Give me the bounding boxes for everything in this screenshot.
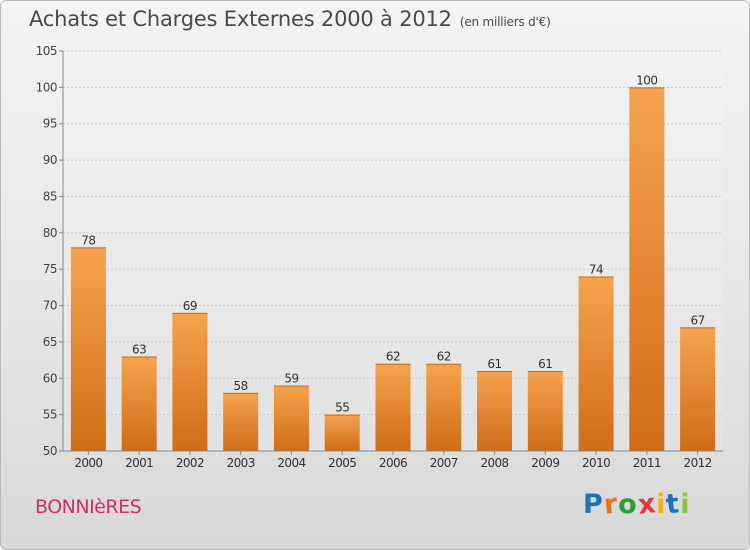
x-tick-label: 2004 bbox=[277, 456, 305, 470]
logo-letter: r bbox=[602, 488, 620, 521]
logo-letter: o bbox=[618, 489, 638, 520]
x-tick-label: 2000 bbox=[74, 456, 102, 470]
data-label: 67 bbox=[690, 313, 704, 327]
bar-2002 bbox=[172, 312, 208, 451]
bar-2005 bbox=[324, 414, 360, 451]
bar-2003 bbox=[223, 392, 259, 451]
y-tick-label: 95 bbox=[43, 117, 57, 131]
x-tick-label: 2002 bbox=[176, 456, 204, 470]
data-label: 63 bbox=[132, 342, 146, 356]
y-tick-label: 85 bbox=[43, 189, 57, 203]
data-label: 59 bbox=[284, 372, 298, 386]
y-tick-label: 80 bbox=[43, 226, 57, 240]
y-tick-label: 60 bbox=[43, 371, 57, 385]
data-label: 61 bbox=[487, 357, 501, 371]
bar-2009 bbox=[527, 371, 563, 451]
data-label: 58 bbox=[234, 379, 248, 393]
bar-2008 bbox=[477, 371, 513, 451]
y-tick-label: 90 bbox=[43, 153, 57, 167]
x-tick-label: 2001 bbox=[125, 456, 153, 470]
data-label: 100 bbox=[636, 73, 657, 87]
x-tick-label: 2005 bbox=[328, 456, 356, 470]
logo-letter: i bbox=[680, 489, 691, 520]
data-label: 62 bbox=[386, 350, 400, 364]
y-tick-label: 75 bbox=[43, 262, 57, 276]
logo-letter: i bbox=[656, 489, 667, 520]
x-tick-label: 2011 bbox=[633, 456, 661, 470]
y-tick-label: 70 bbox=[43, 299, 57, 313]
x-tick-label: 2012 bbox=[684, 456, 712, 470]
data-label: 62 bbox=[437, 350, 451, 364]
y-tick-label: 100 bbox=[36, 80, 57, 94]
data-label: 69 bbox=[183, 299, 197, 313]
y-tick-label: 65 bbox=[43, 335, 57, 349]
bar-2010 bbox=[578, 276, 614, 451]
data-label: 78 bbox=[81, 233, 95, 247]
bar-2006 bbox=[375, 363, 411, 451]
x-tick-label: 2006 bbox=[379, 456, 407, 470]
town-name: BONNIèRES bbox=[35, 496, 142, 518]
x-tick-label: 2008 bbox=[480, 456, 508, 470]
x-tick-label: 2003 bbox=[227, 456, 255, 470]
y-tick-label: 105 bbox=[36, 44, 57, 58]
y-tick-label: 55 bbox=[43, 408, 57, 422]
chart-title: Achats et Charges Externes 2000 à 2012 (e… bbox=[29, 7, 551, 31]
bar-2001 bbox=[121, 356, 157, 451]
logo-letter: x bbox=[636, 488, 658, 521]
bar-2012 bbox=[680, 327, 716, 451]
chart-title-text: Achats et Charges Externes 2000 à 2012 bbox=[29, 7, 452, 31]
y-tick-label: 50 bbox=[43, 444, 57, 458]
bar-2011 bbox=[629, 87, 665, 451]
x-tick-label: 2010 bbox=[582, 456, 610, 470]
x-tick-label: 2009 bbox=[531, 456, 559, 470]
bar-2004 bbox=[273, 385, 309, 451]
bar-2000 bbox=[70, 247, 106, 451]
data-label: 55 bbox=[335, 401, 349, 415]
chart-unit: (en milliers d'€) bbox=[459, 15, 551, 29]
data-label: 74 bbox=[589, 262, 603, 276]
x-tick-label: 2007 bbox=[430, 456, 458, 470]
data-label: 61 bbox=[538, 357, 552, 371]
proxiti-logo[interactable]: Proxiti bbox=[583, 488, 691, 521]
logo-letter: P bbox=[583, 489, 604, 520]
bar-2007 bbox=[426, 363, 462, 451]
